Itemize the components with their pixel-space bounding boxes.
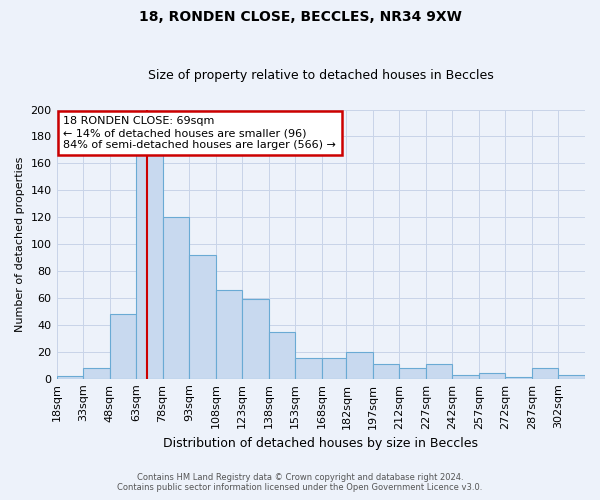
Bar	[559, 374, 585, 378]
Bar	[110, 314, 136, 378]
Bar	[242, 300, 269, 378]
Text: 18, RONDEN CLOSE, BECCLES, NR34 9XW: 18, RONDEN CLOSE, BECCLES, NR34 9XW	[139, 10, 461, 24]
Bar	[322, 358, 346, 378]
Bar	[452, 374, 479, 378]
Bar	[136, 154, 163, 378]
Title: Size of property relative to detached houses in Beccles: Size of property relative to detached ho…	[148, 69, 494, 82]
Bar	[400, 368, 426, 378]
Bar	[163, 217, 189, 378]
Y-axis label: Number of detached properties: Number of detached properties	[15, 156, 25, 332]
Text: 18 RONDEN CLOSE: 69sqm
← 14% of detached houses are smaller (96)
84% of semi-det: 18 RONDEN CLOSE: 69sqm ← 14% of detached…	[64, 116, 337, 150]
X-axis label: Distribution of detached houses by size in Beccles: Distribution of detached houses by size …	[163, 437, 478, 450]
Bar	[373, 364, 400, 378]
Bar	[189, 255, 215, 378]
Text: Contains HM Land Registry data © Crown copyright and database right 2024.
Contai: Contains HM Land Registry data © Crown c…	[118, 473, 482, 492]
Bar	[269, 332, 295, 378]
Bar	[346, 352, 373, 378]
Bar	[215, 290, 242, 378]
Bar	[426, 364, 452, 378]
Bar	[295, 358, 322, 378]
Bar	[479, 374, 505, 378]
Bar	[83, 368, 110, 378]
Bar	[532, 368, 559, 378]
Bar	[56, 376, 83, 378]
